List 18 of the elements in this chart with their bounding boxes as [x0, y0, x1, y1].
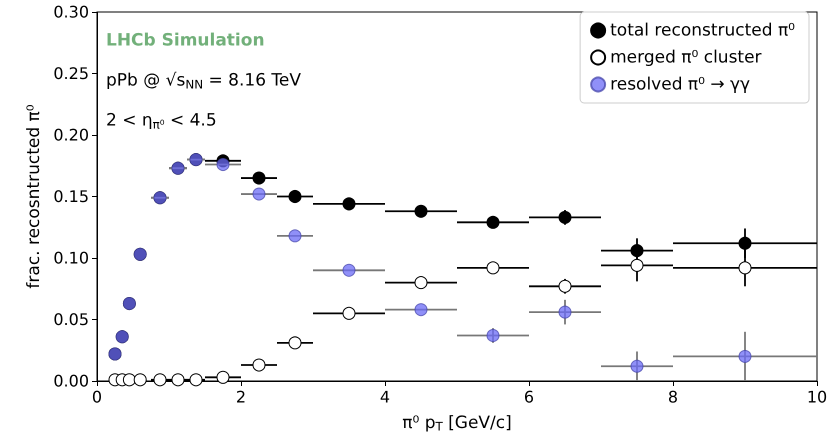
y-tick-label: 0.00: [53, 372, 89, 390]
y-tick-label: 0.20: [53, 126, 89, 144]
y-tick-label: 0.30: [53, 2, 89, 22]
legend-label: total reconstructed π⁰: [610, 20, 796, 40]
x-tick-label: 6: [524, 388, 534, 406]
x-tick-label: 0: [92, 388, 102, 406]
y-tick-label: 0.15: [53, 187, 89, 206]
annotation: LHCb Simulation: [106, 30, 265, 50]
x-tick-label: 10: [806, 388, 828, 406]
legend-label: resolved π⁰ → γγ: [610, 74, 750, 94]
y-axis-title: frac. recosntructed π⁰: [24, 104, 44, 289]
y-tick-label: 0.10: [53, 248, 89, 268]
x-tick-label: 2: [236, 388, 246, 406]
y-tick-label: 0.05: [53, 310, 89, 329]
legend-label: merged π⁰ cluster: [610, 48, 762, 68]
y-tick-label: 0.25: [53, 64, 89, 83]
x-tick-label: 8: [668, 388, 678, 406]
x-tick-label: 4: [380, 388, 390, 406]
